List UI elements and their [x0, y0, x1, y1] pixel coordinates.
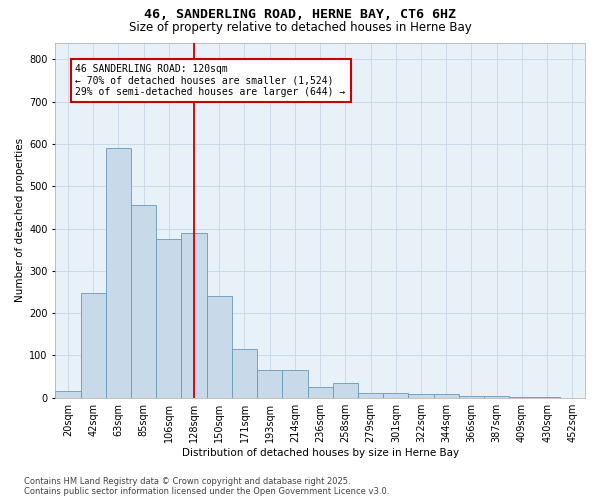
- Y-axis label: Number of detached properties: Number of detached properties: [15, 138, 25, 302]
- Bar: [358, 394, 383, 398]
- Bar: [106, 148, 131, 398]
- Bar: [257, 370, 283, 398]
- Bar: [484, 396, 509, 398]
- Bar: [409, 394, 434, 398]
- Bar: [206, 296, 232, 398]
- Bar: [434, 394, 459, 398]
- Bar: [80, 293, 106, 398]
- Bar: [333, 383, 358, 398]
- X-axis label: Distribution of detached houses by size in Herne Bay: Distribution of detached houses by size …: [182, 448, 459, 458]
- Bar: [156, 239, 181, 398]
- Text: 46, SANDERLING ROAD, HERNE BAY, CT6 6HZ: 46, SANDERLING ROAD, HERNE BAY, CT6 6HZ: [144, 8, 456, 20]
- Text: Size of property relative to detached houses in Herne Bay: Size of property relative to detached ho…: [128, 21, 472, 34]
- Bar: [459, 396, 484, 398]
- Bar: [308, 387, 333, 398]
- Text: 46 SANDERLING ROAD: 120sqm
← 70% of detached houses are smaller (1,524)
29% of s: 46 SANDERLING ROAD: 120sqm ← 70% of deta…: [76, 64, 346, 97]
- Bar: [181, 233, 206, 398]
- Text: Contains HM Land Registry data © Crown copyright and database right 2025.
Contai: Contains HM Land Registry data © Crown c…: [24, 476, 389, 496]
- Bar: [283, 370, 308, 398]
- Bar: [383, 394, 409, 398]
- Bar: [131, 206, 156, 398]
- Bar: [232, 349, 257, 398]
- Bar: [55, 392, 80, 398]
